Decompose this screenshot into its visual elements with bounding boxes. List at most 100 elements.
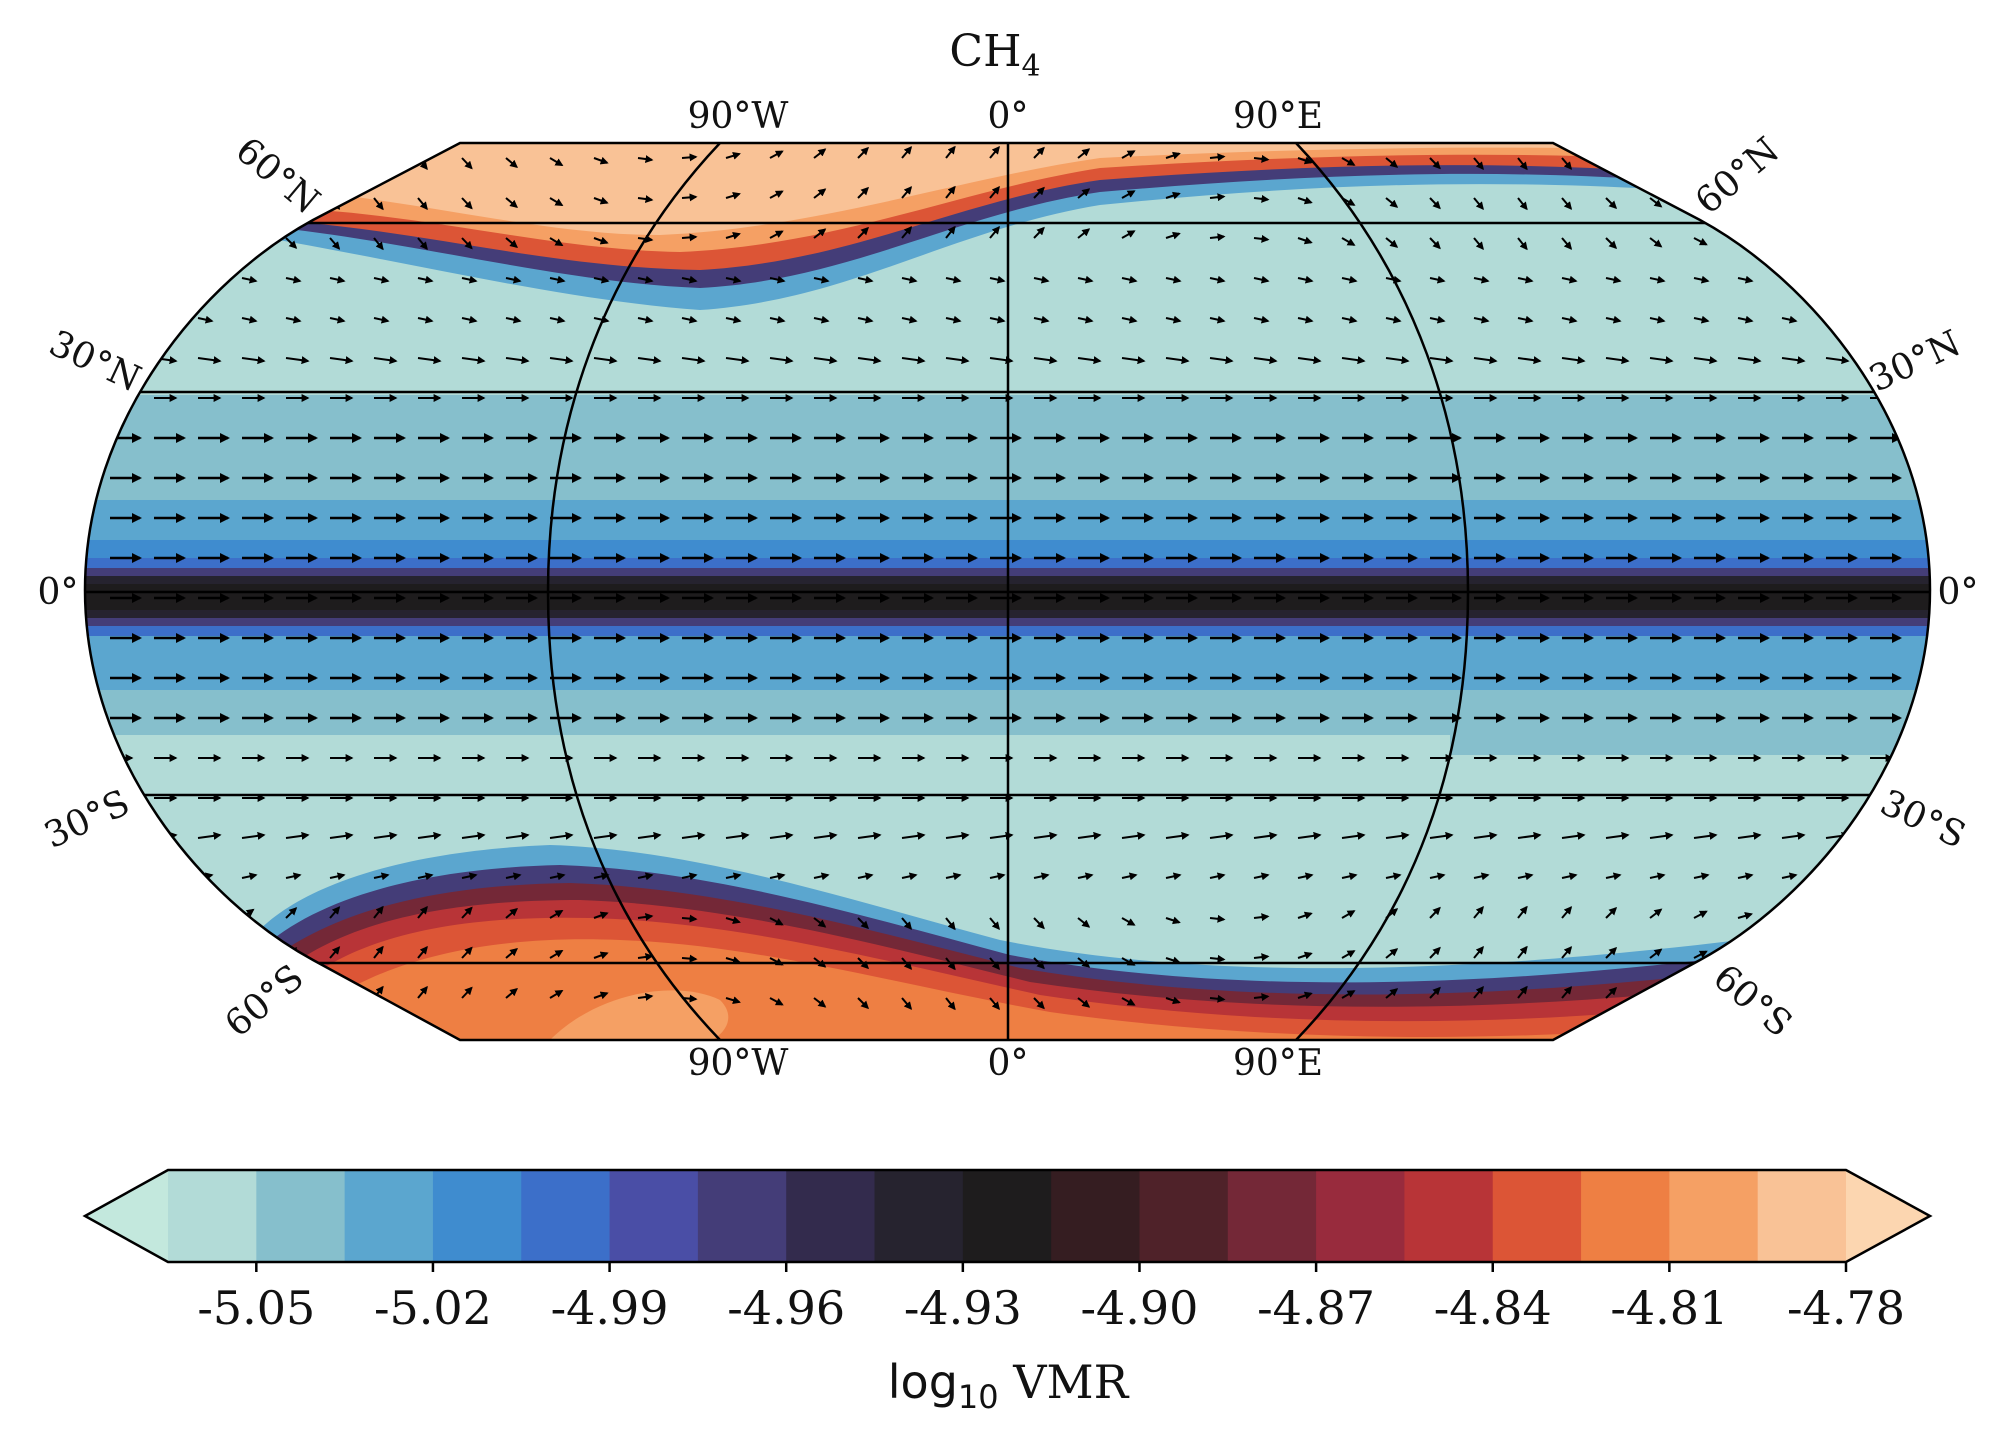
wind-vector-arrow bbox=[373, 157, 384, 171]
wind-vector-arrow bbox=[989, 186, 1000, 199]
wind-vector-arrow bbox=[1077, 917, 1091, 928]
wind-vector-arrow bbox=[1781, 953, 1798, 962]
wind-vector-arrow bbox=[1253, 234, 1270, 243]
wind-vector-arrow bbox=[285, 275, 302, 284]
wind-vector-arrow bbox=[1341, 872, 1358, 881]
wind-vector-arrow bbox=[1605, 315, 1622, 324]
meridian-label-90w-bottom: 90°W bbox=[688, 1043, 789, 1084]
wind-vector-arrow bbox=[1649, 275, 1666, 284]
wind-vector-arrow bbox=[1605, 157, 1618, 170]
wind-vector-arrow bbox=[1341, 990, 1356, 999]
colorbar-segment bbox=[1316, 1170, 1405, 1262]
wind-vector-arrow bbox=[1693, 237, 1708, 246]
wind-vector-arrow bbox=[153, 236, 170, 244]
colorbar-tick-label: -5.02 bbox=[374, 1281, 492, 1335]
meridian-90w bbox=[546, 143, 721, 1040]
wind-vector-arrow bbox=[1825, 356, 1850, 365]
wind-vector-arrow bbox=[1649, 197, 1663, 208]
colorbar-tick-label: -4.93 bbox=[904, 1281, 1022, 1335]
wind-vector-arrow bbox=[461, 946, 473, 959]
wind-vector-arrow bbox=[945, 831, 970, 840]
wind-vector-arrow bbox=[549, 872, 566, 881]
wind-vector-arrow bbox=[1781, 315, 1798, 324]
wind-vector-arrow bbox=[153, 952, 170, 960]
wind-vector-arrow bbox=[1033, 356, 1058, 365]
wind-vector-arrow bbox=[813, 831, 838, 840]
wind-vector-arrow bbox=[681, 153, 698, 162]
wind-vector-arrow bbox=[593, 275, 610, 284]
wind-vector-arrow bbox=[417, 356, 442, 365]
wind-vector-arrow bbox=[813, 275, 830, 284]
wind-vector-arrow bbox=[681, 275, 698, 284]
wind-vector-arrow bbox=[329, 986, 341, 999]
wind-vector-arrow bbox=[549, 197, 564, 207]
wind-vector-arrow bbox=[1473, 197, 1484, 211]
colorbar-segment bbox=[521, 1170, 611, 1262]
wind-vector-arrow bbox=[549, 949, 564, 959]
wind-vector-arrow bbox=[1561, 872, 1578, 881]
wind-vector-arrow bbox=[769, 315, 786, 324]
wind-vector-arrow bbox=[1781, 831, 1806, 840]
wind-vector-arrow bbox=[593, 911, 609, 920]
wind-vector-arrow bbox=[1825, 915, 1842, 924]
colorbar-tick-label: -4.99 bbox=[551, 1281, 669, 1335]
parallel-label-30s-left: 30°S bbox=[38, 782, 136, 857]
wind-vector-arrow bbox=[1033, 872, 1050, 881]
wind-vector-arrow bbox=[285, 237, 298, 249]
wind-vector-arrow bbox=[1165, 231, 1181, 240]
colorbar-segment bbox=[874, 1170, 964, 1262]
south-polar-feature bbox=[250, 845, 1740, 1040]
wind-vector-arrow bbox=[593, 831, 618, 840]
wind-vector-arrow bbox=[1165, 996, 1181, 1005]
wind-vector-arrow bbox=[241, 237, 255, 248]
wind-vector-arrow bbox=[681, 914, 698, 923]
wind-vector-arrow bbox=[857, 917, 869, 930]
wind-vector-arrow bbox=[1297, 275, 1314, 284]
wind-vector-arrow bbox=[1429, 237, 1441, 250]
parallel-label-60s-right: 60°S bbox=[1705, 957, 1799, 1045]
colorbar: -5.05 -5.02 -4.99 -4.96 -4.93 -4.90 -4.87 -4.84… bbox=[82, 1168, 1933, 1335]
wind-vector-arrow bbox=[373, 945, 384, 959]
wind-vector-arrow bbox=[1561, 356, 1586, 365]
wind-vector-arrow bbox=[1077, 228, 1091, 239]
wind-vector-arrow bbox=[549, 909, 564, 919]
wind-vector-arrow bbox=[505, 872, 522, 881]
wind-vector-arrow bbox=[1561, 157, 1573, 170]
wind-vector-arrow bbox=[769, 150, 784, 159]
wind-vector-arrow bbox=[1033, 226, 1045, 239]
wind-vector-arrow bbox=[1561, 275, 1578, 284]
wind-vector-arrow bbox=[1605, 356, 1630, 365]
wind-vector-arrow bbox=[1693, 910, 1708, 919]
wind-vector-arrow bbox=[505, 987, 518, 999]
wind-vector-arrow bbox=[1033, 275, 1050, 284]
colorbar-tick-label: -4.84 bbox=[1434, 1281, 1552, 1335]
wind-vector-arrow bbox=[1253, 315, 1270, 324]
wind-vector-arrow bbox=[769, 356, 794, 365]
wind-vector-arrow bbox=[1605, 986, 1618, 999]
wind-vector-arrow bbox=[945, 356, 970, 365]
wind-vector-arrow bbox=[813, 148, 827, 159]
wind-vector-arrow bbox=[505, 237, 518, 249]
wind-vector-arrow bbox=[857, 831, 882, 840]
wind-vector-arrow bbox=[461, 356, 486, 365]
wind-vector-arrow bbox=[461, 157, 473, 170]
wind-vector-arrow bbox=[1385, 356, 1410, 365]
wind-vector-arrow bbox=[505, 157, 518, 169]
wind-vector-arrow bbox=[109, 913, 126, 922]
wind-vector-arrow bbox=[549, 356, 574, 365]
parallel-label-60n-right: 60°N bbox=[1688, 130, 1787, 223]
colorbar-segment bbox=[1227, 1170, 1317, 1262]
wind-vector-field bbox=[109, 145, 1902, 1011]
wind-vector-arrow bbox=[1209, 193, 1226, 202]
wind-vector-arrow bbox=[1253, 953, 1270, 962]
wind-vector-arrow bbox=[1077, 148, 1091, 159]
wind-vector-arrow bbox=[1033, 315, 1050, 324]
wind-vector-arrow bbox=[1561, 237, 1573, 250]
colorbar-segment bbox=[609, 1170, 699, 1262]
map-bands bbox=[85, 395, 1930, 755]
wind-vector-arrow bbox=[1781, 872, 1798, 881]
wind-vector-arrow bbox=[1693, 315, 1710, 324]
wind-vector-arrow bbox=[329, 946, 341, 959]
parallel-label-0-left: 0° bbox=[38, 572, 79, 613]
